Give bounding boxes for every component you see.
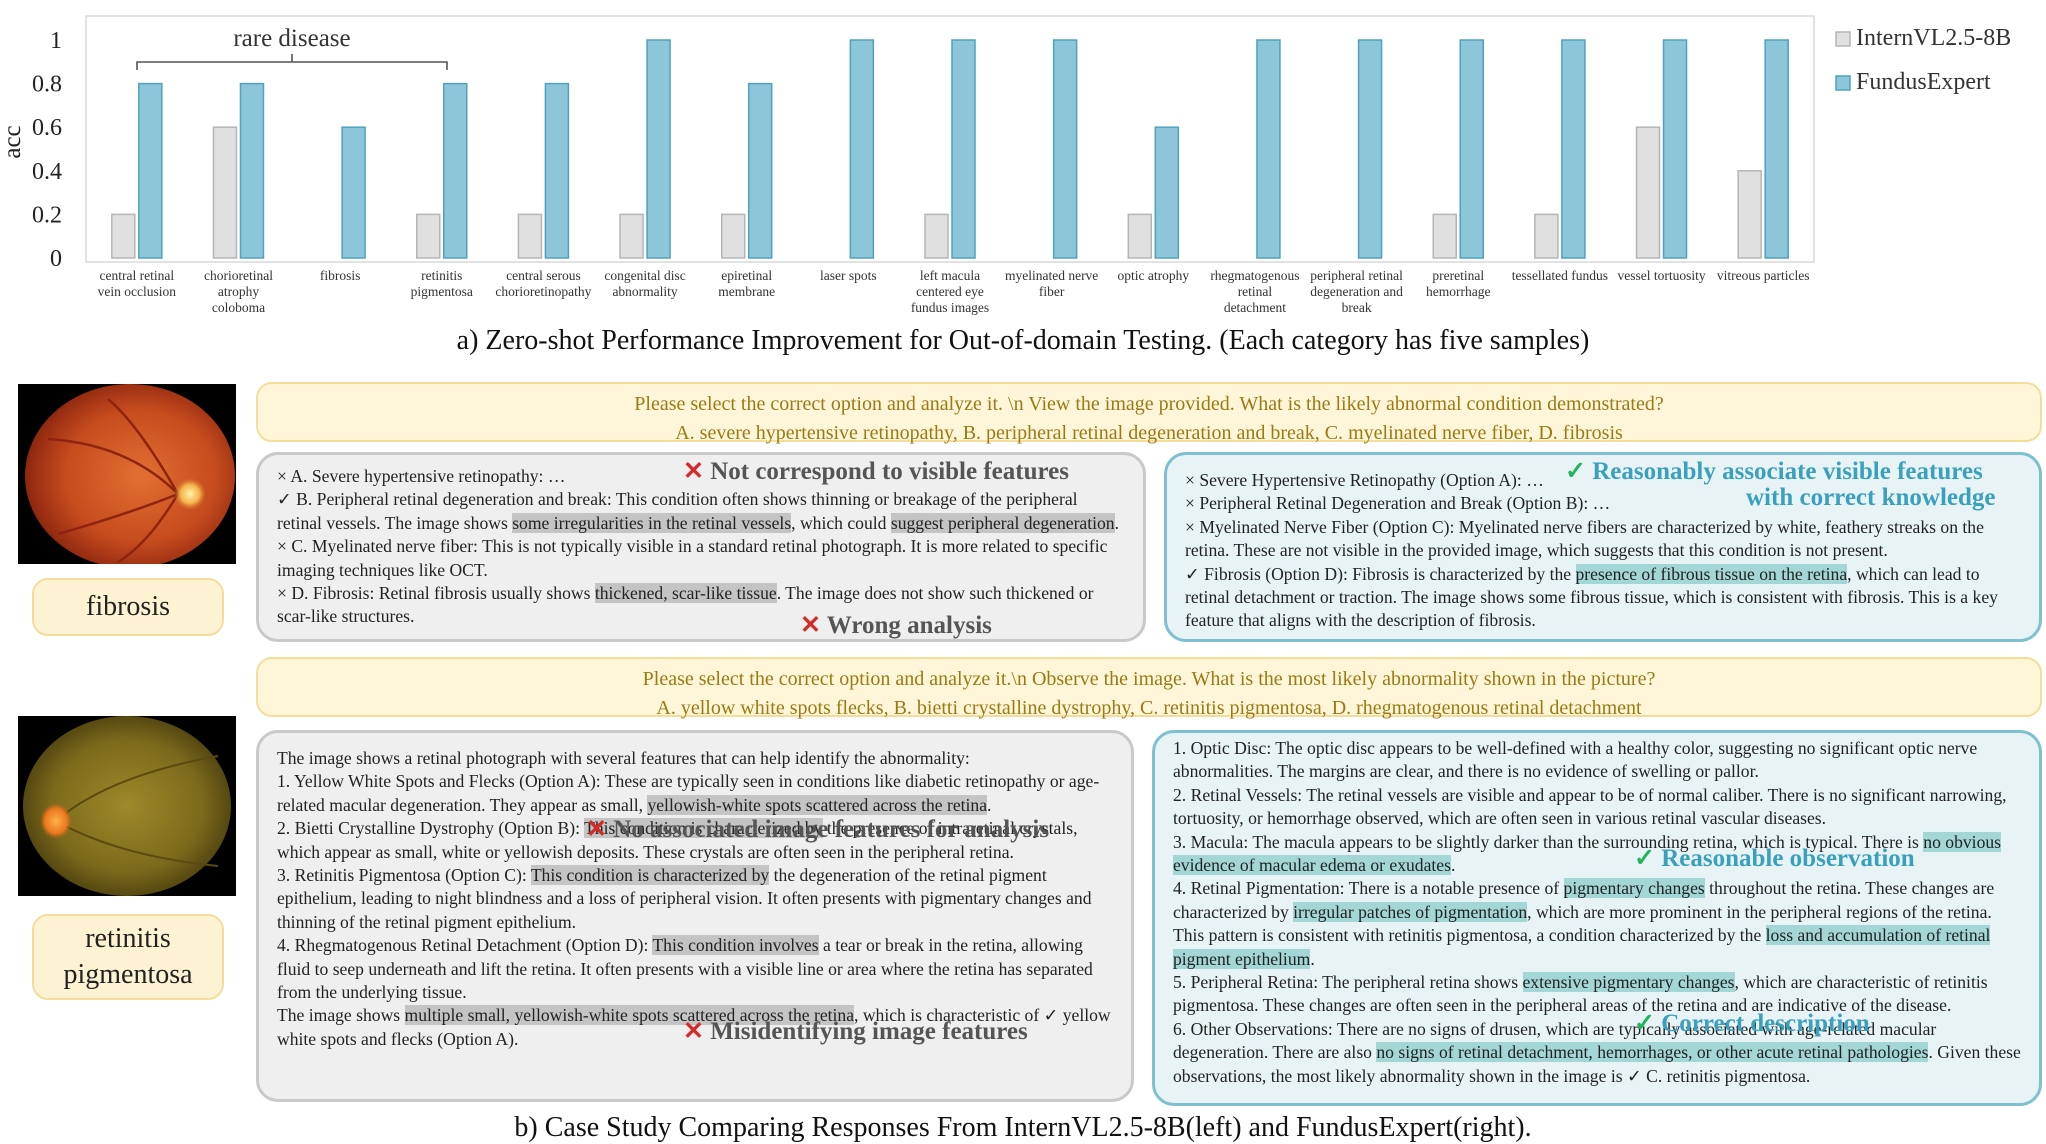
bar-internvl <box>1737 170 1762 259</box>
bar-internvl <box>111 213 136 259</box>
x-tick-label: retinal <box>1238 284 1273 299</box>
x-tick-label: fibrosis <box>320 268 361 283</box>
bar-fundusexpert <box>849 39 875 259</box>
x-tick-label: laser spots <box>820 268 877 283</box>
legend-swatch <box>1835 31 1851 47</box>
x-tick-label: central serous <box>506 268 581 283</box>
y-tick-label: 1 <box>50 28 62 54</box>
y-tick-label: 0.4 <box>32 159 62 185</box>
x-tick-label: epiretinal <box>721 268 772 283</box>
question-box-2: Please select the correct option and ana… <box>256 657 2042 719</box>
y-tick-label: 0.6 <box>32 115 62 141</box>
label-retinitis-pigmentosa: retinitis pigmentosa <box>32 914 224 1000</box>
x-tick-label: preretinal <box>1432 268 1484 283</box>
x-tick-label: optic atrophy <box>1117 268 1189 283</box>
caption-b: b) Case Study Comparing Responses From I… <box>514 1112 1532 1143</box>
tag-correct-description: ✓ Correct description <box>1634 1010 1870 1037</box>
tag-not-correspond: ✕ Not correspond to visible features <box>683 458 1069 485</box>
fundus-image-fibrosis <box>18 384 236 564</box>
bar-internvl <box>1127 213 1153 259</box>
bar-fundusexpert <box>1764 39 1789 259</box>
x-tick-label: central retinal <box>100 268 175 283</box>
bar-fundusexpert <box>1459 39 1484 259</box>
bar-internvl <box>619 213 644 259</box>
y-tick-label: 0.8 <box>32 72 62 98</box>
x-tick-label: chorioretinal <box>204 268 273 283</box>
y-tick-label: 0 <box>50 246 62 272</box>
legend-label: InternVL2.5-8B <box>1856 25 2011 51</box>
bar-fundusexpert <box>951 39 976 259</box>
bar-internvl <box>517 213 543 259</box>
bar-fundusexpert <box>1561 39 1586 259</box>
x-tick-label: vitreous particles <box>1717 268 1810 283</box>
x-tick-label: tessellated fundus <box>1512 268 1608 283</box>
x-tick-label: degeneration and <box>1310 284 1403 299</box>
x-tick-label: myelinated nerve <box>1005 268 1098 283</box>
x-tick-label: break <box>1342 300 1372 315</box>
bar-internvl <box>720 213 746 259</box>
bar-fundusexpert <box>747 82 773 259</box>
x-tick-label: left macula <box>920 268 980 283</box>
label-fibrosis: fibrosis <box>32 578 224 636</box>
bar-internvl <box>212 126 238 259</box>
y-axis-label: acc <box>0 125 26 158</box>
annotation-rare-disease: rare disease <box>233 25 350 52</box>
x-tick-label: detachment <box>1224 300 1286 315</box>
response-fundusexpert-case1: × Severe Hypertensive Retinopathy (Optio… <box>1164 452 2042 642</box>
tag-reasonable-observation: ✓ Reasonable observation <box>1634 845 1915 872</box>
x-tick-label: membrane <box>718 284 775 299</box>
x-tick-label: peripheral retinal <box>1310 268 1403 283</box>
tag-no-associated-features: ✕ No associated image features for analy… <box>586 816 1050 843</box>
bar-fundusexpert <box>646 39 671 259</box>
bar-fundusexpert <box>1256 39 1281 259</box>
bar-fundusexpert <box>341 126 366 259</box>
rare-disease-bracket: rare disease <box>136 25 448 70</box>
bar-internvl <box>924 213 949 259</box>
fundus-image-retinitis-pigmentosa <box>18 716 236 896</box>
x-tick-label: congenital disc <box>604 268 685 283</box>
x-tick-label: retinitis <box>421 268 462 283</box>
x-tick-label: coloboma <box>212 300 265 315</box>
bar-fundusexpert <box>1662 39 1688 259</box>
legend-label: FundusExpert <box>1856 69 1991 95</box>
x-tick-label: pigmentosa <box>411 284 473 299</box>
bar-internvl <box>416 213 441 259</box>
x-tick-label: rhegmatogenous <box>1210 268 1299 283</box>
caption-a: a) Zero-shot Performance Improvement for… <box>456 325 1590 356</box>
question-box-1: Please select the correct option and ana… <box>256 382 2042 444</box>
plot-area-border <box>85 15 1815 263</box>
bar-internvl <box>1635 126 1661 259</box>
x-tick-label: atrophy <box>218 284 259 299</box>
x-tick-label: vessel tortuosity <box>1617 268 1705 283</box>
tag-wrong-analysis: ✕ Wrong analysis <box>800 612 992 639</box>
bar-internvl <box>1432 213 1457 259</box>
bar-fundusexpert <box>1154 126 1180 259</box>
response-internvl-case1: × A. Severe hypertensive retinopathy: … … <box>256 452 1146 642</box>
y-tick-label: 0.2 <box>32 202 62 228</box>
tag-misidentifying-features: ✕ Misidentifying image features <box>683 1018 1028 1045</box>
bar-fundusexpert <box>1052 39 1078 259</box>
x-tick-label: hemorrhage <box>1426 284 1490 299</box>
bar-fundusexpert <box>239 82 265 259</box>
bar-fundusexpert <box>544 82 570 259</box>
response-internvl-case2: The image shows a retinal photograph wit… <box>256 730 1134 1102</box>
bar-fundusexpert <box>1357 39 1383 259</box>
bar-fundusexpert <box>443 82 468 259</box>
legend-swatch <box>1835 75 1851 91</box>
x-tick-label: fiber <box>1039 284 1065 299</box>
bar-fundusexpert <box>138 82 163 259</box>
tag-correct-knowledge: with correct knowledge <box>1746 484 1996 511</box>
x-tick-label: vein occlusion <box>98 284 177 299</box>
x-tick-label: abnormality <box>612 284 677 299</box>
x-tick-label: fundus images <box>911 300 989 315</box>
x-tick-label: chorioretinopathy <box>495 284 591 299</box>
bar-internvl <box>1534 213 1559 259</box>
response-fundusexpert-case2: 1. Optic Disc: The optic disc appears to… <box>1152 730 2042 1106</box>
tag-reasonably-associate: ✓ Reasonably associate visible features <box>1565 458 1983 485</box>
x-tick-label: centered eye <box>916 284 984 299</box>
